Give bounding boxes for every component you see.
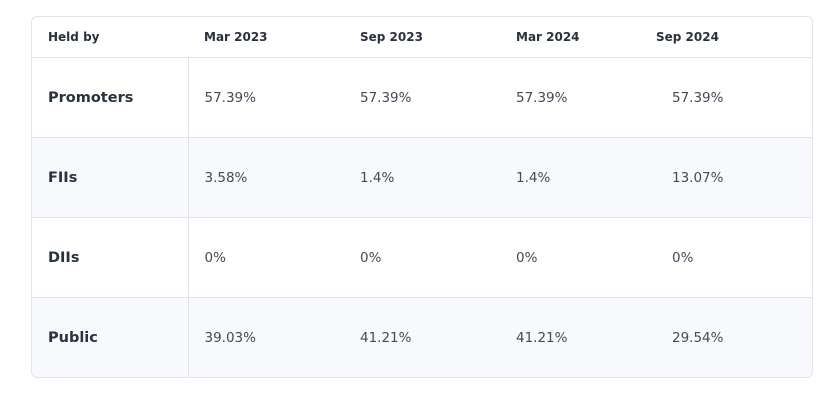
- column-header: Sep 2023: [344, 17, 500, 58]
- table-row: Public 39.03% 41.21% 41.21% 29.54%: [32, 297, 812, 377]
- row-label: DIIs: [32, 217, 189, 298]
- column-header: Sep 2024: [656, 17, 812, 58]
- cell-value: 1.4%: [344, 137, 500, 218]
- column-header: Mar 2023: [188, 17, 344, 58]
- column-header: Held by: [32, 17, 188, 58]
- cell-value: 3.58%: [188, 137, 344, 218]
- cell-value: 57.39%: [656, 57, 812, 138]
- cell-value: 41.21%: [500, 297, 656, 377]
- cell-value: 0%: [344, 217, 500, 298]
- table-row: Promoters 57.39% 57.39% 57.39% 57.39%: [32, 57, 812, 138]
- cell-value: 1.4%: [500, 137, 656, 218]
- shareholding-table: Held by Mar 2023 Sep 2023 Mar 2024 Sep 2024 …: [31, 16, 813, 378]
- table-body: Promoters 57.39% 57.39% 57.39% 57.39% FIIs 3.5…: [32, 57, 812, 377]
- cell-value: 57.39%: [188, 57, 344, 138]
- table-row: FIIs 3.58% 1.4% 1.4% 13.07%: [32, 137, 812, 218]
- cell-value: 0%: [656, 217, 812, 298]
- cell-value: 0%: [500, 217, 656, 298]
- cell-value: 13.07%: [656, 137, 812, 218]
- row-label: FIIs: [32, 137, 189, 218]
- cell-value: 57.39%: [500, 57, 656, 138]
- cell-value: 0%: [188, 217, 344, 298]
- table-row: DIIs 0% 0% 0% 0%: [32, 217, 812, 298]
- header-row: Held by Mar 2023 Sep 2023 Mar 2024 Sep 2024: [32, 17, 812, 58]
- cell-value: 29.54%: [656, 297, 812, 377]
- cell-value: 39.03%: [188, 297, 344, 377]
- column-header: Mar 2024: [500, 17, 656, 58]
- table: Held by Mar 2023 Sep 2023 Mar 2024 Sep 2024 …: [32, 17, 812, 377]
- row-label: Promoters: [32, 57, 189, 138]
- cell-value: 57.39%: [344, 57, 500, 138]
- cell-value: 41.21%: [344, 297, 500, 377]
- row-label: Public: [32, 297, 189, 377]
